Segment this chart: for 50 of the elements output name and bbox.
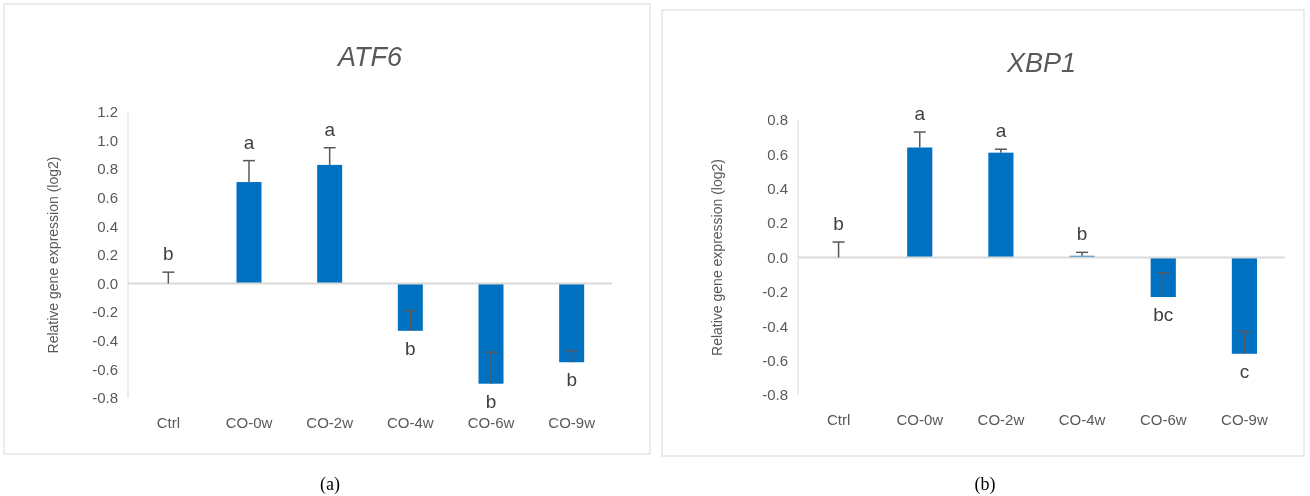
y-tick-label: 0.4	[767, 180, 788, 197]
x-tick-label: CO-2w	[977, 411, 1025, 428]
annotation: a	[324, 118, 336, 140]
y-tick-label: -0.2	[762, 283, 788, 301]
y-tick-label: 1.0	[97, 131, 118, 149]
annotation: b	[833, 213, 844, 235]
chart-title: ATF6	[335, 42, 403, 72]
annotation: b	[1076, 223, 1088, 245]
y-tick-label: -0.6	[762, 351, 788, 369]
y-tick-label: 0.0	[97, 274, 118, 292]
x-tick-label: CO-2w	[306, 414, 354, 431]
x-tick-label: CO-0w	[896, 411, 944, 428]
x-tick-label: CO-6w	[1139, 411, 1187, 428]
y-tick-label: 0.2	[767, 214, 788, 232]
y-tick-label: 1.2	[97, 103, 118, 121]
y-tick-label: -0.2	[92, 303, 118, 321]
y-tick-label: 0.4	[97, 217, 118, 235]
annotation: b	[485, 390, 497, 412]
y-tick-label: -0.4	[762, 317, 788, 335]
y-tick-label: 0.2	[97, 246, 118, 264]
chart-title: XBP1	[1005, 48, 1077, 78]
y-tick-label: -0.8	[92, 389, 118, 407]
y-tick-label: 0.6	[767, 145, 788, 163]
x-tick-label: Ctrl	[826, 411, 851, 428]
y-tick-label: 0.6	[97, 189, 118, 207]
annotation: b	[405, 337, 416, 359]
text: (a)	[320, 474, 340, 495]
y-axis-title: Relative gene expression (log2)	[45, 156, 61, 354]
annotation: b	[566, 369, 577, 391]
y-tick-label: 0.0	[767, 248, 788, 266]
x-tick-label: CO-6w	[467, 414, 515, 431]
x-tick-label: CO-9w	[1221, 411, 1268, 428]
annotation: a	[995, 120, 1007, 142]
x-tick-label: Ctrl	[156, 414, 180, 431]
annotation: c	[1239, 360, 1250, 382]
y-tick-label: 0.8	[767, 111, 788, 129]
annotation: a	[914, 103, 926, 125]
y-axis-title: Relative gene expression (log2)	[709, 159, 725, 356]
y-tick-label: -0.4	[92, 332, 118, 350]
text: (b)	[974, 474, 996, 495]
y-tick-label: -0.6	[92, 360, 118, 378]
y-tick-label: -0.8	[762, 386, 788, 404]
x-tick-label: CO-0w	[225, 414, 273, 431]
x-tick-label: CO-9w	[548, 414, 596, 431]
annotation: bc	[1153, 304, 1174, 326]
y-tick-label: 0.8	[97, 160, 118, 178]
x-tick-label: CO-4w	[1058, 411, 1106, 428]
x-tick-label: CO-4w	[387, 414, 434, 431]
annotation: a	[243, 131, 255, 153]
annotation: b	[163, 243, 174, 265]
